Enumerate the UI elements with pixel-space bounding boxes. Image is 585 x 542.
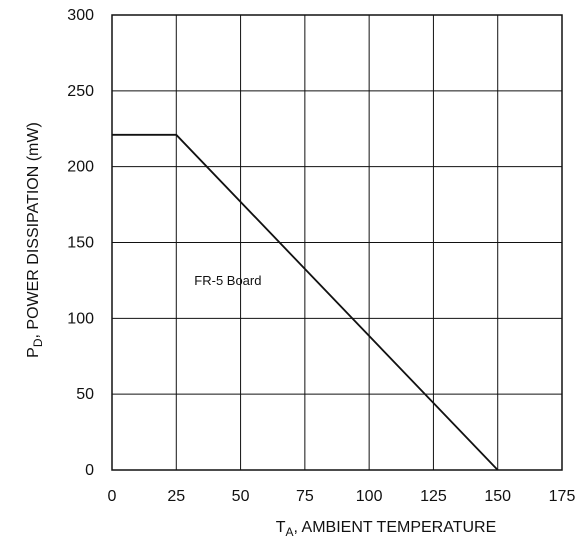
- y-tick-label: 200: [67, 159, 94, 176]
- y-tick-label: 0: [85, 462, 94, 479]
- y-tick-label: 300: [67, 7, 94, 24]
- y-axis-title-main: P: [25, 347, 42, 358]
- y-tick-label: 150: [67, 235, 94, 252]
- plot-layer: FR-5 Board: [111, 14, 563, 471]
- x-tick-label: 125: [420, 488, 447, 505]
- series-layer: [112, 133, 499, 471]
- y-tick-label: 250: [67, 83, 94, 100]
- x-tick-label: 100: [356, 488, 383, 505]
- y-axis-title-subscript: D: [31, 338, 45, 347]
- power-dissipation-curve: [112, 133, 499, 471]
- x-axis-title: TA, AMBIENT TEMPERATURE: [276, 519, 497, 539]
- x-tick-label: 175: [549, 488, 576, 505]
- x-tick-label: 25: [167, 488, 185, 505]
- x-tick-label: 0: [108, 488, 117, 505]
- x-axis-title-suffix: , AMBIENT TEMPERATURE: [294, 519, 497, 536]
- y-axis-title: PD, POWER DISSIPATION (mW): [25, 122, 45, 358]
- x-axis-title-main: T: [276, 519, 286, 536]
- annotation-layer: FR-5 Board: [194, 273, 261, 288]
- y-tick-label: 50: [76, 386, 94, 403]
- y-axis-title-suffix: , POWER DISSIPATION (mW): [25, 122, 42, 338]
- grid-layer: [112, 15, 562, 470]
- x-tick-label: 150: [484, 488, 511, 505]
- axis-label-layer: 0 25 50 75 100 125 150 175 0 50 100 150 200 250 300: [67, 7, 575, 505]
- x-axis-title-subscript: A: [286, 525, 294, 539]
- x-tick-label: 75: [296, 488, 314, 505]
- y-tick-label: 100: [67, 310, 94, 327]
- x-tick-label: 50: [232, 488, 250, 505]
- fr5-board-annotation: FR-5 Board: [194, 273, 261, 288]
- axis-title-layer: TA, AMBIENT TEMPERATURE PD, POWER DISSIPA…: [25, 122, 496, 539]
